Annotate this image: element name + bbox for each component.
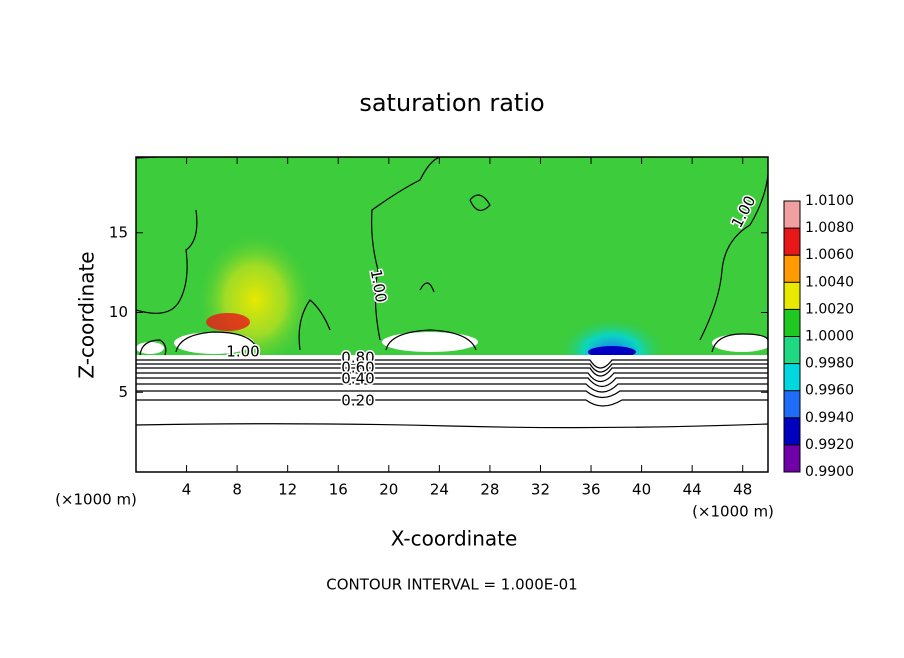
x-tick-label: 32 [531,481,550,499]
colorbar-swatch [784,309,800,337]
colorbar-swatch [784,363,800,391]
colorbar-tick-label: 1.0020 [805,301,854,317]
colorbar-swatch [784,336,800,364]
colorbar-swatch [784,282,800,310]
contour-label: 0.80 [341,349,374,367]
x-unit: (×1000 m) [55,491,137,509]
colorbar-swatch [784,201,800,229]
x-tick-label: 44 [683,481,702,499]
y-axis-label: Z-coordinate [75,251,99,378]
x-unit: (×1000 m) [692,503,774,521]
field [136,157,768,472]
plot-frame [135,156,769,473]
x-tick-label: 24 [430,481,449,499]
chart-title: saturation ratio [359,89,544,117]
y-tick-label: 15 [109,223,128,241]
colorbar-tick-label: 0.9940 [805,410,854,426]
colorbar-tick-label: 0.9960 [805,383,854,399]
colorbar-tick-label: 1.0040 [805,274,854,290]
x-tick-label: 8 [232,481,242,499]
x-tick-label: 20 [379,481,398,499]
colorbar-swatch [784,390,800,418]
colorbar-tick-label: 1.0060 [805,247,854,263]
contour-label: 0.40 [341,370,374,388]
x-tick-label: 12 [278,481,297,499]
x-tick-label: 48 [733,481,752,499]
contour-label: 0.20 [341,392,374,410]
x-axis-label: X-coordinate [391,527,518,551]
colorbar-tick-label: 0.9900 [805,464,854,480]
x-tick-label: 36 [581,481,600,499]
contour-label: 0.60 [341,359,374,377]
colorbar-tick-label: 0.9920 [805,437,854,453]
x-tick-label: 4 [182,481,192,499]
colorbar-tick-label: 1.0000 [805,329,854,345]
colorbar-tick-label: 0.9980 [805,356,854,372]
y-tick-label: 5 [118,383,128,401]
colorbar-tick-label: 1.0100 [805,193,854,209]
colorbar-swatch [784,228,800,256]
colorbar-swatch [784,255,800,283]
x-tick-label: 16 [329,481,348,499]
contour-label: 1.00 [226,343,259,361]
x-tick-label: 28 [480,481,499,499]
colorbar-tick-label: 1.0080 [805,220,854,236]
y-tick-label: 10 [109,303,128,321]
x-tick-label: 40 [632,481,651,499]
footer-note: CONTOUR INTERVAL = 1.000E-01 [326,576,577,594]
colorbar-swatch [784,444,800,472]
colorbar-swatch [784,417,800,445]
